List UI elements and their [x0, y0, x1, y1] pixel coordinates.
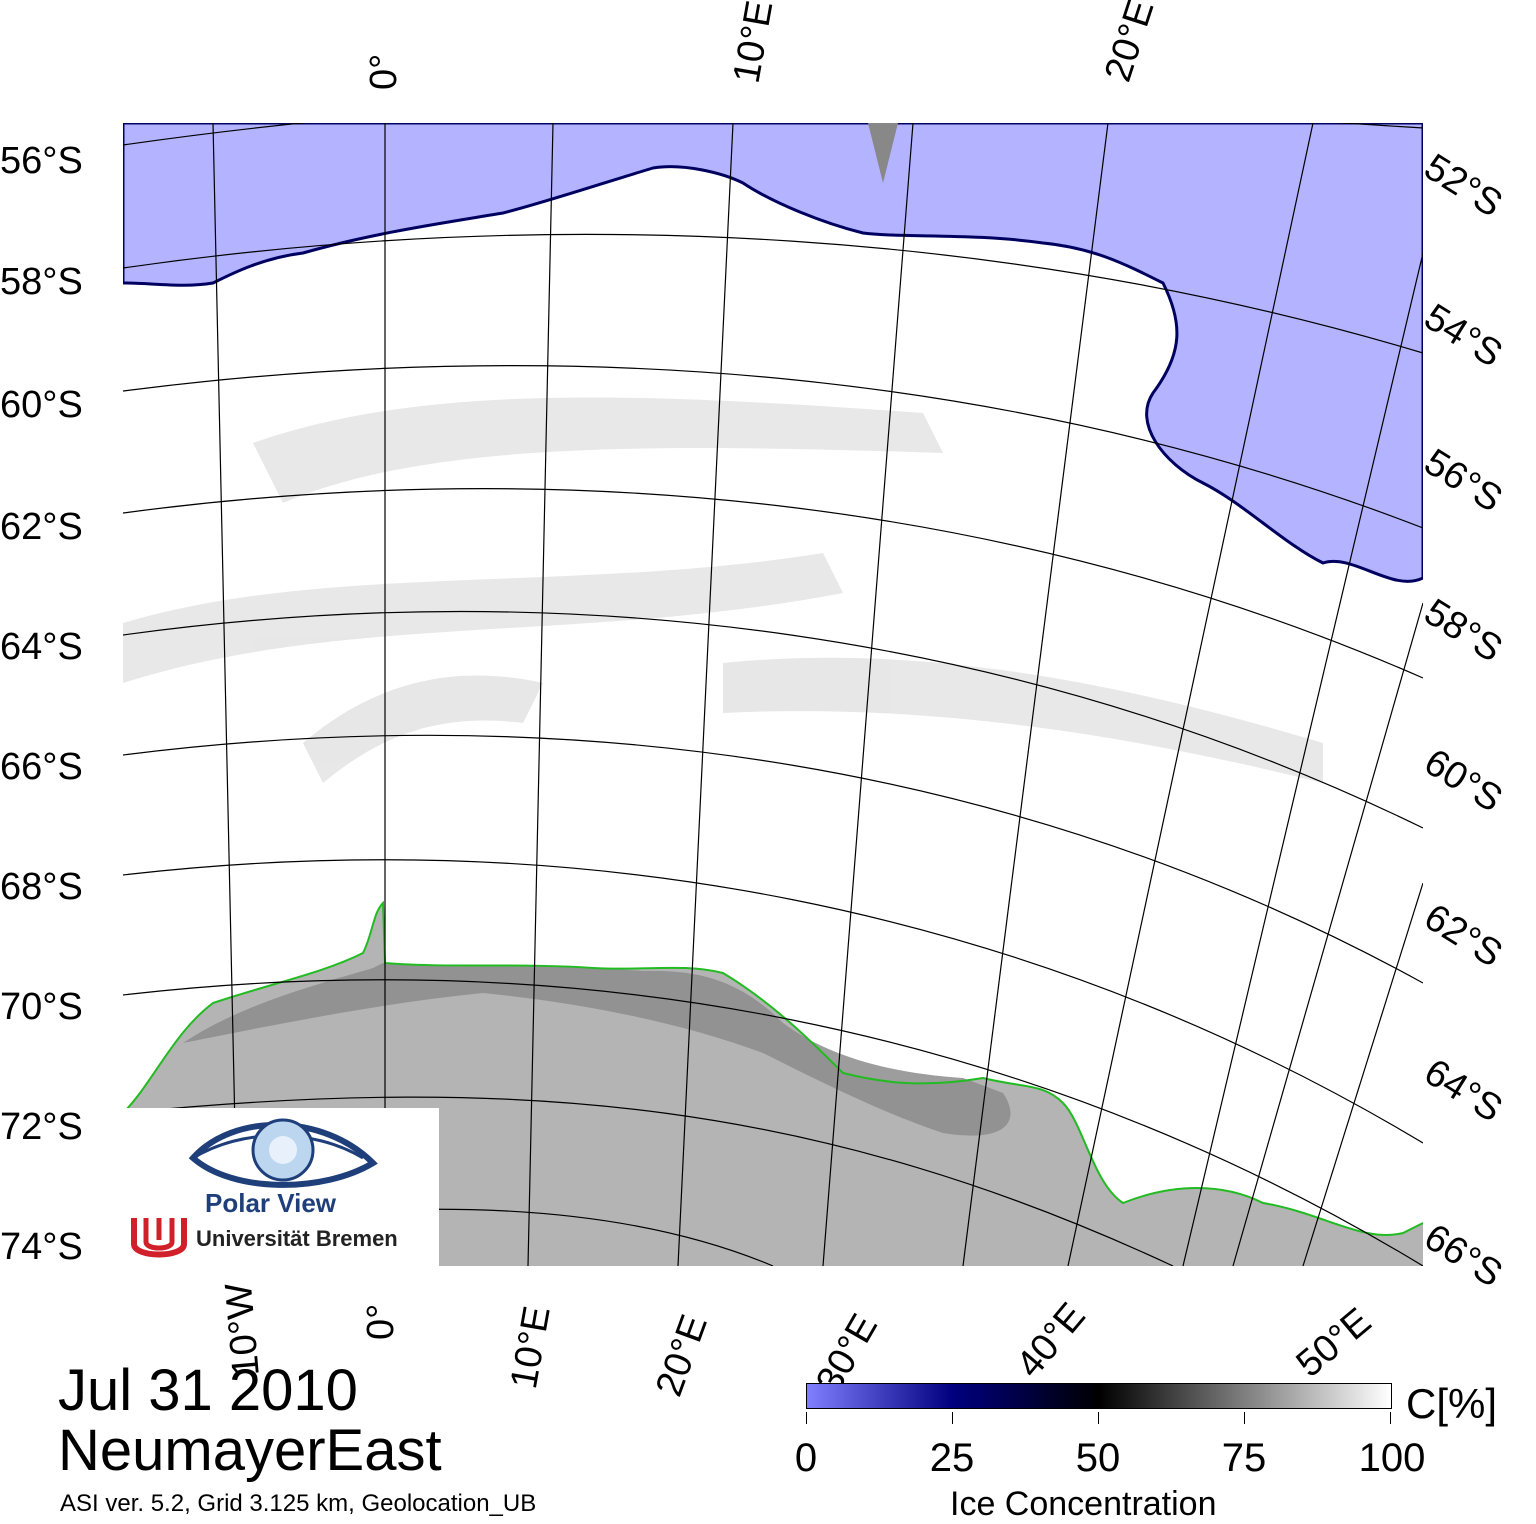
- lat-label-right-66s: 66°S: [1416, 1216, 1510, 1296]
- lat-label-56s: 56°S: [0, 140, 83, 182]
- colorbar-tick-label-0: 0: [794, 1436, 818, 1480]
- logo-title: Polar View: [205, 1188, 337, 1218]
- lat-label-right-64s: 64°S: [1416, 1051, 1510, 1131]
- ice-shelf: [183, 963, 1011, 1136]
- lat-label-right-56s: 56°S: [1416, 441, 1510, 521]
- ice-texture: [123, 397, 1323, 783]
- longitude-grid: [212, 123, 1423, 1266]
- lon-label-top-20e: 20°E: [1096, 0, 1163, 87]
- uni-bremen-logo-icon: [131, 1218, 187, 1258]
- lon-label-bottom-0: 0°: [360, 1303, 402, 1340]
- lat-label-58s: 58°S: [0, 261, 83, 303]
- colorbar-title: Ice Concentration: [950, 1485, 1217, 1523]
- colorbar-tick-label-25: 25: [929, 1436, 975, 1480]
- lat-label-right-62s: 62°S: [1416, 896, 1510, 976]
- lat-label-68s: 68°S: [0, 866, 83, 908]
- colorbar-tick: [1390, 1412, 1391, 1424]
- lat-label-60s: 60°S: [0, 384, 83, 426]
- lat-label-right-54s: 54°S: [1416, 296, 1510, 376]
- open-water-wedge: [868, 123, 898, 183]
- lon-label-bottom-10e: 10°E: [503, 1303, 559, 1392]
- lat-label-74s: 74°S: [0, 1226, 83, 1268]
- logo-panel: [123, 1108, 439, 1266]
- lon-label-top-10e: 10°E: [725, 0, 782, 87]
- lat-label-right-60s: 60°S: [1416, 741, 1510, 821]
- colorbar-tick: [1244, 1412, 1245, 1424]
- colorbar: [806, 1383, 1392, 1409]
- colorbar-tick-label-100: 100: [1358, 1436, 1426, 1480]
- latitude-grid: [123, 123, 1423, 1266]
- lat-label-66s: 66°S: [0, 746, 83, 788]
- colorbar-tick: [806, 1412, 807, 1424]
- colorbar-unit: C[%]: [1406, 1380, 1498, 1427]
- lon-label-bottom-20e: 20°E: [648, 1309, 716, 1402]
- metadata-label: ASI ver. 5.2, Grid 3.125 km, Geolocation…: [60, 1490, 537, 1517]
- colorbar-tick-label-75: 75: [1221, 1436, 1267, 1480]
- lat-label-62s: 62°S: [0, 506, 83, 548]
- lon-label-bottom-50e: 50°E: [1288, 1300, 1380, 1386]
- lat-label-72s: 72°S: [0, 1106, 83, 1148]
- lon-label-top-0: 0°: [363, 53, 405, 90]
- lat-label-right-52s: 52°S: [1416, 146, 1510, 226]
- sea-ice-map: [123, 123, 1423, 1266]
- colorbar-tick: [952, 1412, 953, 1424]
- colorbar-tick-label-50: 50: [1075, 1436, 1121, 1480]
- lat-label-70s: 70°S: [0, 986, 83, 1028]
- eye-logo-icon: [188, 1118, 378, 1188]
- lon-label-bottom-40e: 40°E: [1008, 1295, 1094, 1386]
- lat-label-64s: 64°S: [0, 626, 83, 668]
- open-water-area: [123, 123, 1423, 583]
- date-label: Jul 31 2010: [58, 1358, 358, 1423]
- lat-label-right-58s: 58°S: [1416, 591, 1510, 671]
- logo-subtitle: Universität Bremen: [196, 1226, 398, 1251]
- region-label: NeumayerEast: [58, 1418, 442, 1483]
- colorbar-tick: [1098, 1412, 1099, 1424]
